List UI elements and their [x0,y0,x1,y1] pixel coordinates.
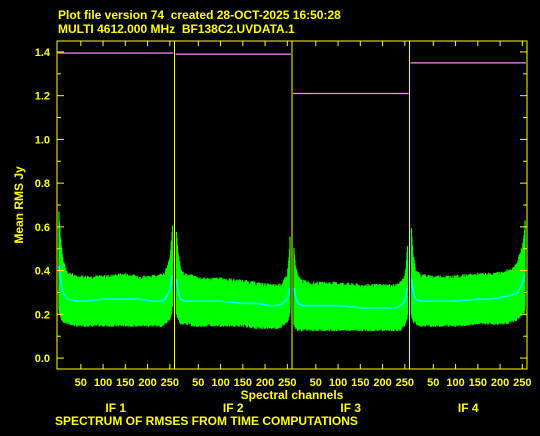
x-tick-label: 150 [116,377,134,389]
panel-label-if3: IF 3 [340,401,361,415]
x-tick-label: 200 [256,377,274,389]
x-tick-label: 250 [278,377,296,389]
mean-rms-line-if1 [58,266,173,302]
y-axis-title: Mean RMS Jy [12,166,26,244]
y-tick-label: 1.4 [35,47,51,59]
plot-header-line2: MULTI 4612.000 MHz BF138C2.UVDATA.1 [58,22,295,36]
mean-rms-line-if2 [175,279,291,307]
rms-band-if4 [410,220,526,327]
x-tick-label: 200 [491,377,509,389]
x-axis-title: Spectral channels [241,388,344,402]
x-tick-label: 150 [469,377,487,389]
y-tick-label: 0.2 [35,309,50,321]
y-tick-label: 0.0 [35,353,50,365]
x-tick-label: 100 [329,377,347,389]
rms-band-if2 [175,231,291,330]
plot-footer: SPECTRUM OF RMSES FROM TIME COMPUTATIONS [55,414,358,428]
x-tick-label: 50 [192,377,204,389]
x-tick-label: 50 [310,377,322,389]
x-tick-label: 150 [351,377,369,389]
rms-band-if3 [293,246,409,332]
y-tick-label: 0.4 [35,266,51,278]
x-tick-label: 200 [373,377,391,389]
x-tick-label: 100 [211,377,229,389]
y-tick-label: 1.0 [35,134,50,146]
y-tick-label: 0.8 [35,178,50,190]
y-tick-label: 1.2 [35,91,50,103]
panel-label-if1: IF 1 [105,401,126,415]
plot-header-line1: Plot file version 74 created 28-OCT-2025… [58,8,341,22]
x-tick-label: 150 [234,377,252,389]
x-tick-label: 200 [138,377,156,389]
x-tick-label: 100 [446,377,464,389]
x-tick-label: 250 [513,377,531,389]
panel-label-if2: IF 2 [223,401,244,415]
x-tick-label: 250 [396,377,414,389]
x-tick-label: 50 [75,377,87,389]
mean-rms-line-if3 [293,287,408,309]
rms-band-if1 [58,211,174,327]
y-tick-label: 0.6 [35,222,50,234]
mean-rms-line-if4 [410,273,526,302]
x-tick-label: 250 [161,377,179,389]
panel-label-if4: IF 4 [458,401,479,415]
x-tick-label: 100 [94,377,112,389]
x-tick-label: 50 [427,377,439,389]
